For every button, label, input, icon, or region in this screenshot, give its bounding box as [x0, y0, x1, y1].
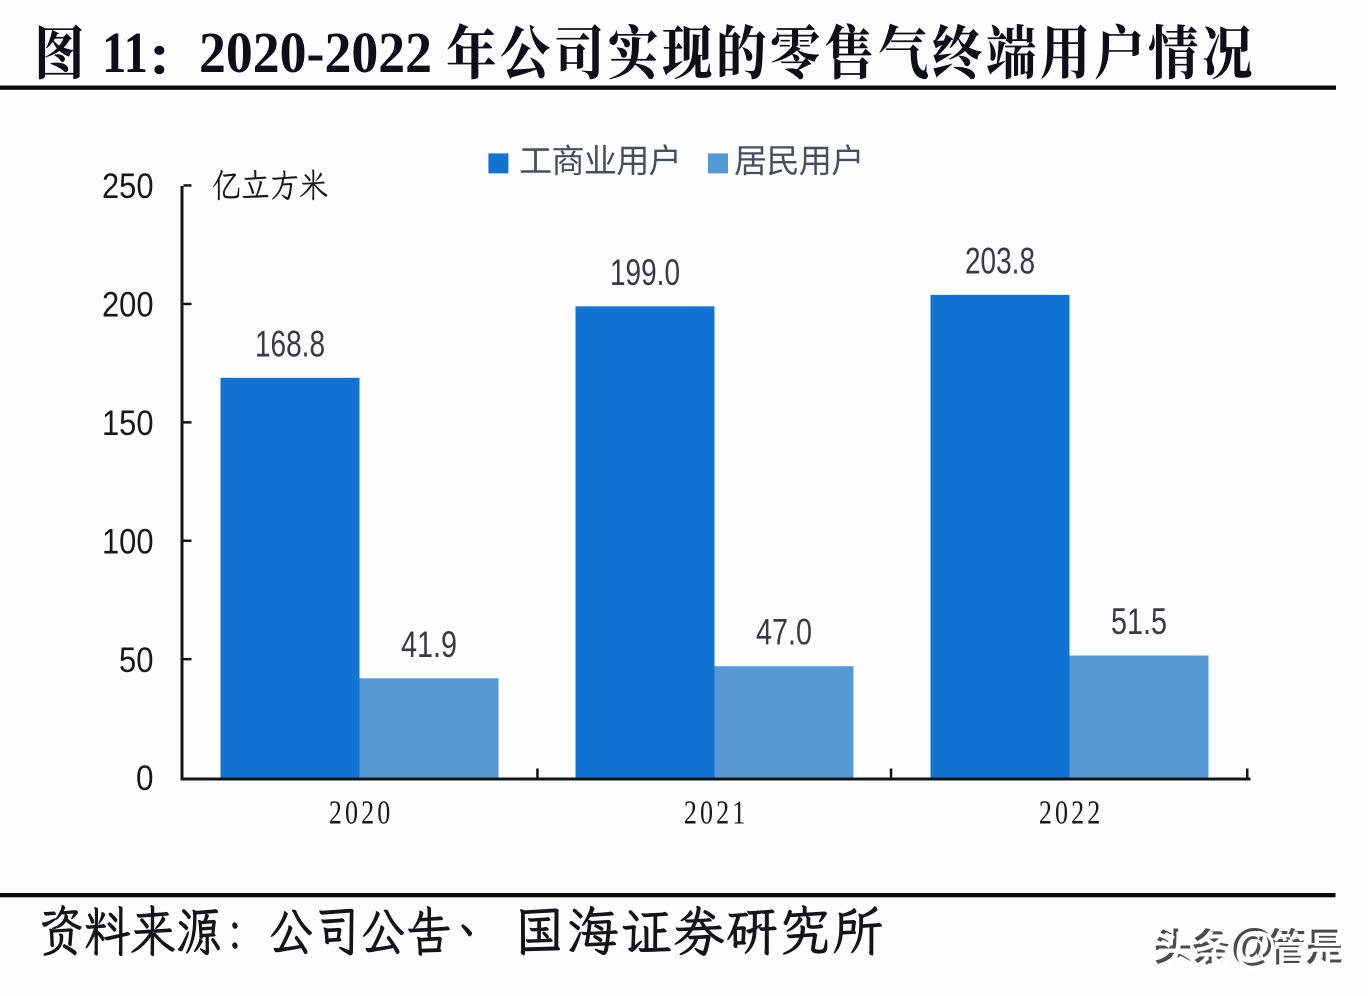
svg-text:@: @ — [1231, 920, 1274, 969]
svg-text:11: 11 — [102, 20, 148, 85]
svg-text:2020: 2020 — [329, 795, 394, 832]
svg-text:@: @ — [1234, 923, 1277, 972]
svg-text:2021: 2021 — [684, 795, 749, 832]
svg-text:2022: 2022 — [1039, 795, 1104, 832]
svg-text:51.5: 51.5 — [1111, 600, 1167, 642]
svg-text:47.0: 47.0 — [756, 611, 812, 653]
svg-text:200: 200 — [102, 286, 154, 325]
svg-text:199.0: 199.0 — [610, 251, 680, 293]
svg-text:50: 50 — [119, 641, 154, 680]
svg-text:100: 100 — [102, 522, 154, 561]
svg-text:2020-2022: 2020-2022 — [199, 20, 432, 85]
svg-text:0: 0 — [136, 759, 154, 798]
svg-text:168.8: 168.8 — [255, 322, 325, 364]
svg-text:250: 250 — [102, 167, 154, 206]
svg-text:41.9: 41.9 — [401, 623, 457, 665]
svg-text:203.8: 203.8 — [965, 239, 1035, 281]
svg-text:150: 150 — [102, 404, 154, 443]
